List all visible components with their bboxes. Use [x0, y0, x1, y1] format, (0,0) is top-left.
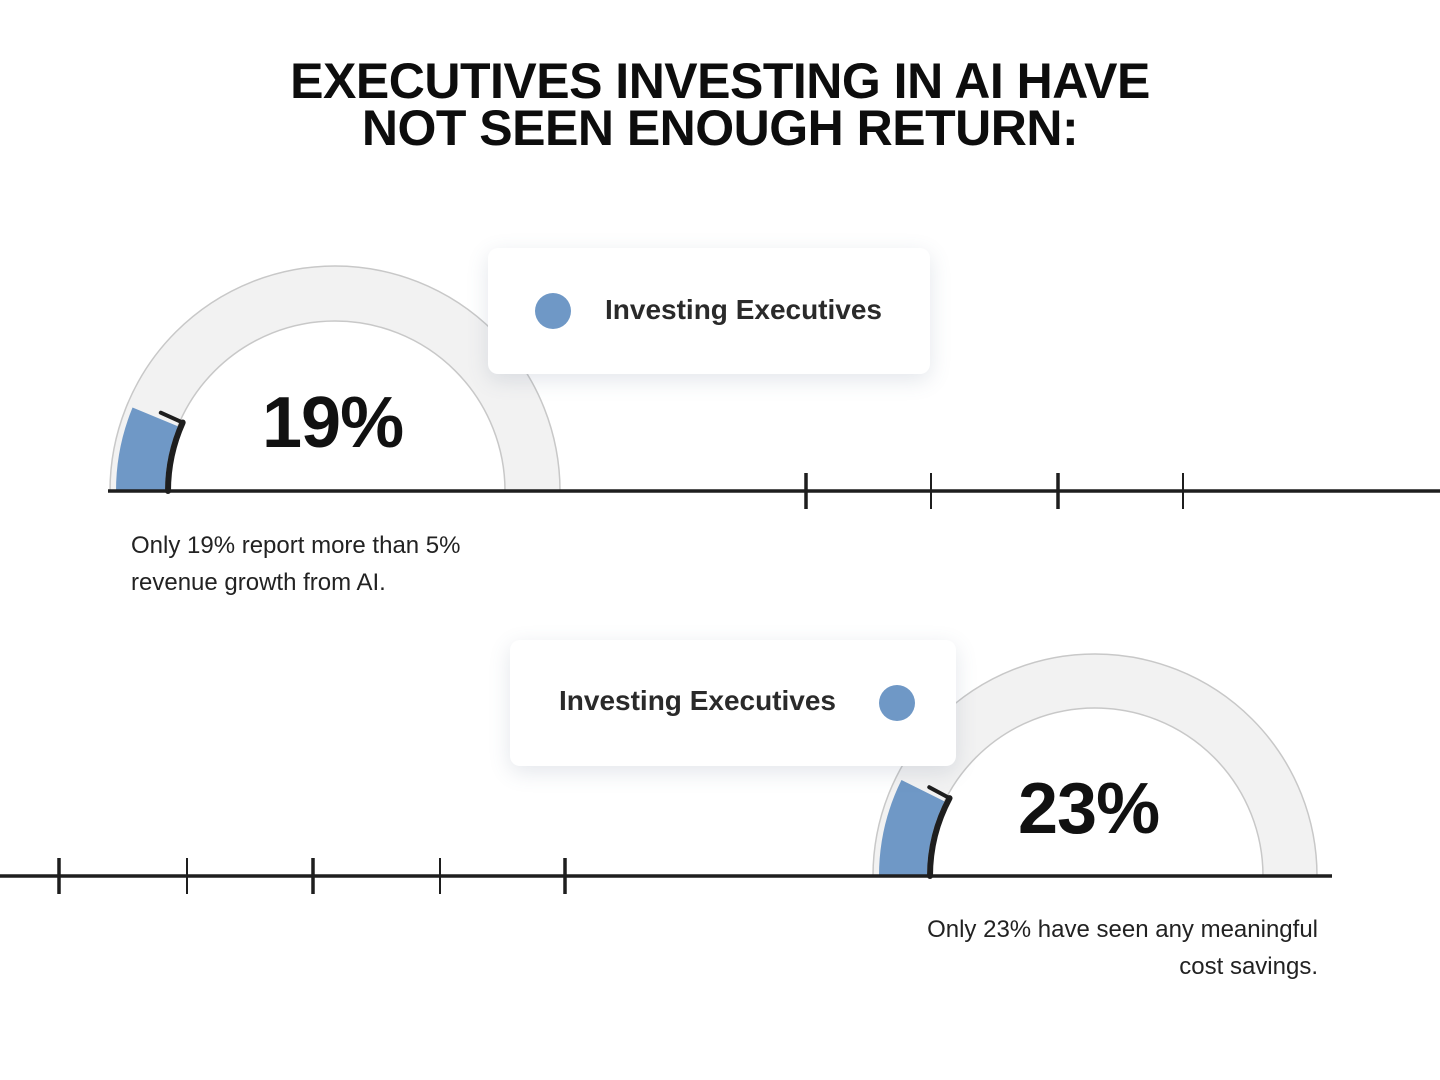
gauge-2-caption-line-2: cost savings.: [1179, 953, 1318, 980]
legend-label-1: Investing Executives: [605, 294, 883, 325]
gauge-1-caption: Only 19% report more than 5% revenue gro…: [131, 527, 461, 601]
gauge-1-value-label: 19%: [262, 383, 404, 463]
gauge-1-inner-edge: [165, 419, 186, 494]
gauge-2-ticks: [57, 858, 567, 894]
gauge-1: [109, 265, 561, 494]
gauge-1-caption-line-1: Only 19% report more than 5%: [131, 532, 461, 559]
chart-title-line-2: NOT SEEN ENOUGH RETURN:: [361, 100, 1079, 156]
legend-marker-1: [535, 293, 571, 329]
gauge-1-track: [109, 265, 561, 492]
gauge-2-legend: Investing Executives: [510, 640, 956, 766]
gauge-1-value-arc: [116, 407, 178, 491]
gauge-1-caption-line-2: revenue growth from AI.: [131, 569, 386, 596]
gauge-2-value-tip: [927, 785, 952, 801]
gauge-2-caption-line-1: Only 23% have seen any meaningful: [927, 916, 1318, 943]
gauge-2: [872, 653, 1318, 879]
chart-title-line-1: EXECUTIVES INVESTING IN AI HAVE: [290, 53, 1150, 109]
gauge-1-legend: Investing Executives: [488, 248, 930, 374]
chart-title: EXECUTIVES INVESTING IN AI HAVE NOT SEEN…: [0, 53, 1440, 156]
legend-marker-2: [879, 685, 915, 721]
gauge-1-ticks: [804, 473, 1184, 509]
gauge-2-value-label: 23%: [1018, 769, 1160, 849]
gauge-2-track: [872, 653, 1318, 877]
legend-label-2: Investing Executives: [559, 685, 837, 716]
gauge-2-inner-edge: [927, 795, 953, 879]
gauge-1-value-tip: [158, 410, 185, 425]
gauge-2-value-arc: [879, 780, 945, 876]
gauge-2-caption: Only 23% have seen any meaningful cost s…: [860, 911, 1318, 985]
